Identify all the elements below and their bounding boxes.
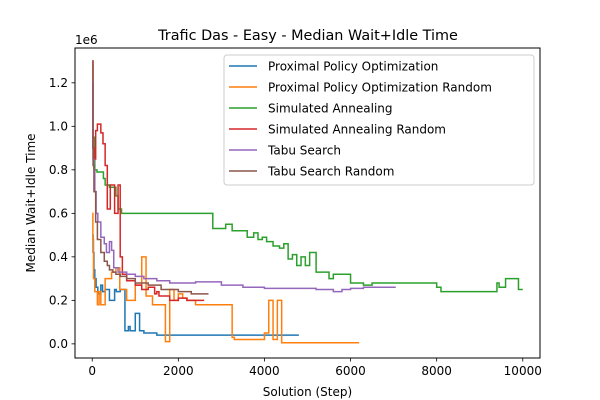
- x-tick-label: 10000: [504, 364, 542, 378]
- series-line-6: [92, 60, 209, 295]
- y-tick-label: 1.2: [49, 76, 68, 90]
- y-tick-label: 0.0: [49, 337, 68, 351]
- legend-label-6: Tabu Search Random: [267, 165, 394, 179]
- series-line-5: [92, 82, 396, 293]
- chart-title: Trafic Das - Easy - Median Wait+Idle Tim…: [157, 28, 458, 44]
- legend: Proximal Policy Optimization Proximal Pol…: [223, 54, 535, 186]
- x-tick-label: 4000: [249, 364, 280, 378]
- y-tick-label: 0.6: [49, 207, 68, 221]
- series-layer: [92, 60, 523, 344]
- x-tick-label: 6000: [335, 364, 366, 378]
- series-line-4: [92, 60, 205, 302]
- legend-label-2: Proximal Policy Optimization Random: [268, 81, 492, 95]
- y-tick-label: 1.0: [49, 120, 68, 134]
- legend-label-5: Tabu Search: [267, 144, 341, 158]
- x-axis: 0 2000 4000 6000 8000 10000: [88, 358, 542, 378]
- x-tick-label: 2000: [163, 364, 194, 378]
- legend-box: [223, 54, 535, 186]
- legend-label-4: Simulated Annealing Random: [268, 123, 446, 137]
- y-tick-label: 0.8: [49, 163, 68, 177]
- legend-label-1: Proximal Policy Optimization: [268, 60, 438, 74]
- y-offset-text: 1e6: [75, 33, 98, 47]
- legend-label-3: Simulated Annealing: [268, 102, 393, 116]
- x-tick-label: 8000: [421, 364, 452, 378]
- y-axis: 0.0 0.2 0.4 0.6 0.8 1.0 1.2: [49, 76, 75, 351]
- y-tick-label: 0.2: [49, 294, 68, 308]
- x-axis-label: Solution (Step): [263, 385, 352, 399]
- y-axis-label: Median Wait+Idle Time: [24, 133, 38, 272]
- plot-frame: [74, 47, 541, 359]
- series-line-2: [92, 212, 360, 344]
- y-tick-label: 0.4: [49, 250, 68, 264]
- x-tick-label: 0: [88, 364, 96, 378]
